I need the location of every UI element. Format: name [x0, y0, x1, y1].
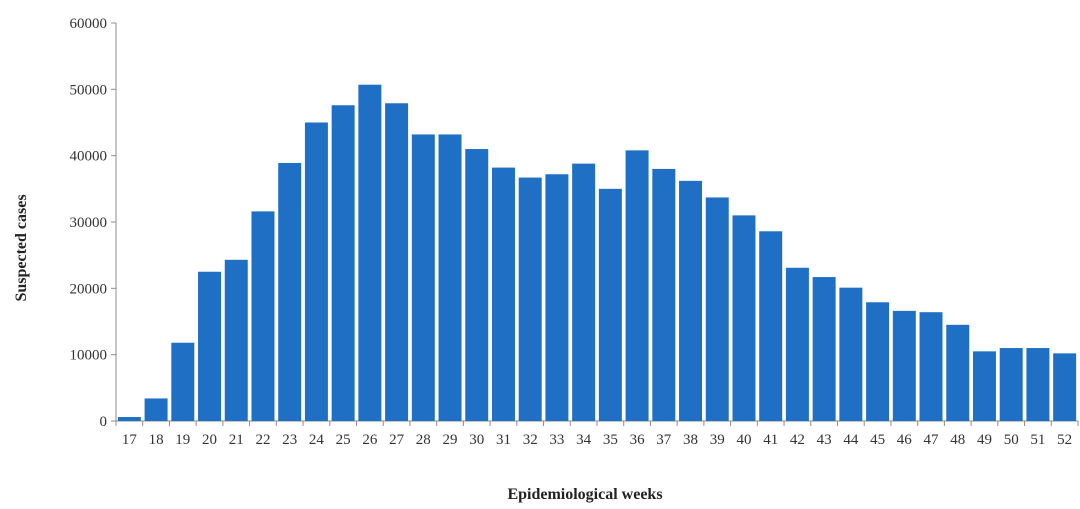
bar-week-45 — [866, 302, 890, 421]
y-axis: 0 10000 20000 30000 40000 50000 60000 — [70, 16, 117, 430]
x-tick-label: 34 — [576, 432, 592, 448]
bar-week-50 — [999, 348, 1023, 421]
y-tick-label: 40000 — [70, 149, 108, 165]
bar-week-25 — [331, 105, 355, 422]
bar-week-52 — [1053, 353, 1077, 421]
x-tick-label: 47 — [924, 432, 940, 448]
x-tick-label: 50 — [1004, 432, 1019, 448]
bar-week-30 — [465, 149, 489, 422]
x-tick-label: 48 — [950, 432, 965, 448]
x-tick-label: 29 — [443, 432, 458, 448]
bar-week-19 — [171, 342, 195, 421]
y-tick-label: 0 — [100, 414, 108, 430]
x-tick-label: 44 — [843, 432, 859, 448]
x-tick-label: 39 — [710, 432, 725, 448]
bar-week-31 — [491, 167, 515, 421]
x-tick-label: 52 — [1057, 432, 1072, 448]
x-tick-label: 49 — [977, 432, 992, 448]
x-tick-label: 35 — [603, 432, 618, 448]
x-tick-label: 22 — [255, 432, 270, 448]
x-tick-label: 41 — [763, 432, 778, 448]
bar-week-21 — [224, 259, 248, 421]
bar-week-20 — [198, 271, 222, 421]
x-tick-label: 36 — [630, 432, 646, 448]
x-tick-label: 26 — [362, 432, 378, 448]
x-tick-label: 24 — [309, 432, 325, 448]
bar-week-32 — [518, 177, 542, 421]
bar-week-47 — [919, 312, 943, 421]
bar-week-23 — [278, 162, 302, 422]
bar-series — [117, 84, 1077, 422]
x-tick-label: 42 — [790, 432, 805, 448]
x-tick-label: 37 — [656, 432, 672, 448]
x-tick-label: 32 — [523, 432, 538, 448]
bar-week-46 — [892, 310, 916, 421]
x-tick-label: 40 — [736, 432, 751, 448]
bar-week-35 — [598, 188, 622, 421]
x-tick-label: 38 — [683, 432, 698, 448]
x-tick-label: 46 — [897, 432, 913, 448]
y-tick-label: 20000 — [70, 281, 108, 297]
x-tick-label: 31 — [496, 432, 511, 448]
x-tick-label: 19 — [175, 432, 190, 448]
x-tick-label: 17 — [122, 432, 138, 448]
bar-week-37 — [652, 168, 676, 421]
y-axis-title: Suspected cases — [13, 194, 30, 301]
bar-week-42 — [785, 267, 809, 421]
bar-week-29 — [438, 134, 462, 421]
bar-week-28 — [411, 134, 435, 421]
bar-week-17 — [117, 417, 141, 421]
bar-week-27 — [385, 103, 409, 421]
x-tick-label: 27 — [389, 432, 405, 448]
x-tick-label: 21 — [229, 432, 244, 448]
x-tick-label: 43 — [817, 432, 832, 448]
x-axis-title: Epidemiological weeks — [507, 486, 662, 503]
y-tick-label: 30000 — [70, 215, 108, 231]
x-tick-label: 33 — [549, 432, 564, 448]
bar-week-48 — [946, 324, 970, 421]
x-tick-label: 18 — [149, 432, 164, 448]
y-tick-label: 10000 — [70, 348, 108, 364]
x-tick-label: 28 — [416, 432, 431, 448]
x-tick-label: 30 — [469, 432, 484, 448]
bar-week-43 — [812, 277, 836, 421]
bar-week-41 — [759, 231, 783, 421]
bar-week-33 — [545, 174, 569, 421]
x-axis: 17 18 19 20 21 22 23 24 25 26 27 28 29 30 31 32 33 34 35 36… — [115, 420, 1079, 448]
bar-week-39 — [705, 197, 729, 421]
bar-week-49 — [972, 351, 996, 421]
bar-week-34 — [572, 163, 596, 422]
bar-week-38 — [679, 180, 703, 421]
bar-week-51 — [1026, 348, 1050, 421]
bar-week-26 — [358, 84, 382, 421]
y-tick-label: 50000 — [70, 82, 108, 98]
x-tick-label: 45 — [870, 432, 885, 448]
bar-week-24 — [304, 122, 328, 421]
x-tick-label: 51 — [1030, 432, 1045, 448]
x-tick-label: 20 — [202, 432, 217, 448]
bar-week-22 — [251, 211, 275, 421]
bar-week-36 — [625, 150, 649, 422]
bar-week-18 — [144, 398, 168, 421]
bar-week-40 — [732, 215, 756, 421]
bar-week-44 — [839, 287, 863, 421]
y-tick-label: 60000 — [70, 16, 108, 32]
x-tick-label: 25 — [336, 432, 351, 448]
x-tick-label: 23 — [282, 432, 297, 448]
